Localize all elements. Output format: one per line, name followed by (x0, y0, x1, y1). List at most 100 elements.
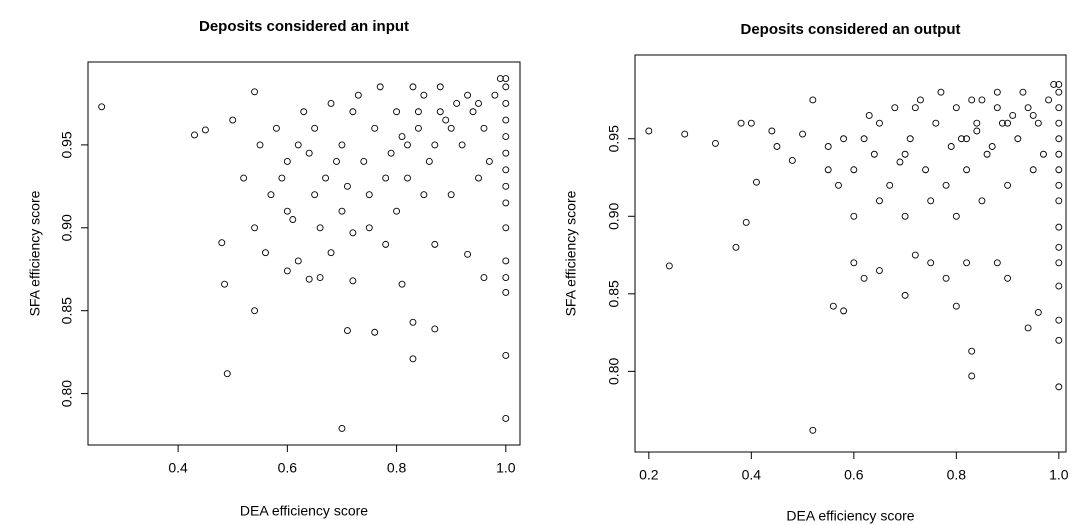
point (1029, 166, 1037, 174)
point (480, 124, 488, 132)
point (458, 141, 466, 149)
point (365, 191, 373, 199)
point (1034, 308, 1042, 316)
point (464, 91, 472, 99)
point (502, 415, 510, 422)
point (876, 267, 883, 275)
x-tick-label: 0.4 (168, 460, 188, 476)
point (294, 257, 302, 265)
y-tick-label: 0.85 (59, 297, 75, 324)
point (316, 274, 324, 281)
point (1019, 88, 1027, 96)
x-tick-label: 1.0 (1049, 467, 1069, 483)
point (993, 259, 1001, 267)
point (300, 108, 308, 116)
point (502, 83, 510, 91)
y-tick-label: 0.80 (606, 358, 622, 385)
point (1055, 135, 1063, 143)
point (447, 191, 455, 199)
point (431, 325, 439, 333)
point (942, 181, 950, 189)
point (1055, 259, 1063, 267)
point (338, 141, 346, 149)
point (98, 103, 106, 111)
plot-frame (634, 54, 1067, 453)
point (502, 352, 510, 359)
chart-title: Deposits considered an output (740, 21, 960, 38)
point (283, 207, 291, 215)
point (958, 135, 965, 143)
point (850, 212, 858, 220)
point (485, 158, 493, 165)
point (464, 250, 472, 258)
point (665, 262, 673, 270)
point (963, 259, 971, 267)
point (420, 91, 428, 99)
point (502, 224, 510, 232)
point (1055, 197, 1063, 205)
point (963, 135, 971, 143)
point (376, 83, 384, 91)
point (475, 174, 482, 182)
point (747, 119, 755, 127)
point (387, 149, 395, 157)
point (431, 240, 439, 248)
y-tick-label: 0.90 (606, 202, 622, 229)
point (942, 274, 950, 282)
point (502, 149, 510, 157)
point (436, 83, 444, 91)
chart-title: Deposits considered an input (199, 18, 409, 35)
point (1004, 181, 1012, 189)
point (1014, 135, 1022, 143)
point (840, 135, 848, 143)
point (952, 302, 960, 310)
point (901, 291, 909, 299)
point (496, 75, 504, 83)
x-tick-label: 0.2 (639, 467, 659, 483)
point (870, 150, 878, 158)
point (491, 91, 499, 99)
point (906, 135, 914, 143)
point (251, 224, 259, 232)
point (480, 274, 488, 281)
point (267, 191, 275, 199)
point (1024, 324, 1032, 332)
point (712, 139, 719, 147)
point (414, 108, 422, 116)
point (973, 127, 981, 135)
point (983, 150, 991, 158)
point (860, 274, 868, 282)
point (876, 119, 883, 127)
point (398, 280, 406, 288)
point (436, 108, 444, 116)
point (272, 124, 280, 132)
point (917, 96, 924, 104)
point (1055, 150, 1063, 158)
point (316, 224, 324, 232)
point (223, 370, 231, 378)
x-tick-label: 0.8 (947, 467, 967, 483)
plot-panel: Deposits considered an output DEA efficie… (563, 21, 1069, 524)
point (327, 100, 335, 107)
point (502, 257, 510, 265)
x-tick-label: 0.6 (278, 460, 298, 476)
y-tick-label: 0.90 (59, 214, 75, 241)
point (431, 141, 439, 149)
point (1004, 274, 1012, 282)
point (475, 100, 482, 107)
point (256, 141, 264, 149)
point (502, 274, 510, 281)
point (393, 207, 401, 215)
point (311, 191, 319, 199)
point (327, 249, 335, 257)
point (240, 174, 248, 182)
point (349, 277, 357, 285)
point (968, 347, 976, 355)
point (773, 143, 781, 150)
point (502, 116, 510, 124)
y-tick-label: 0.95 (606, 125, 622, 152)
point (850, 259, 858, 267)
point (901, 212, 909, 220)
point (191, 131, 198, 139)
point (262, 249, 269, 257)
